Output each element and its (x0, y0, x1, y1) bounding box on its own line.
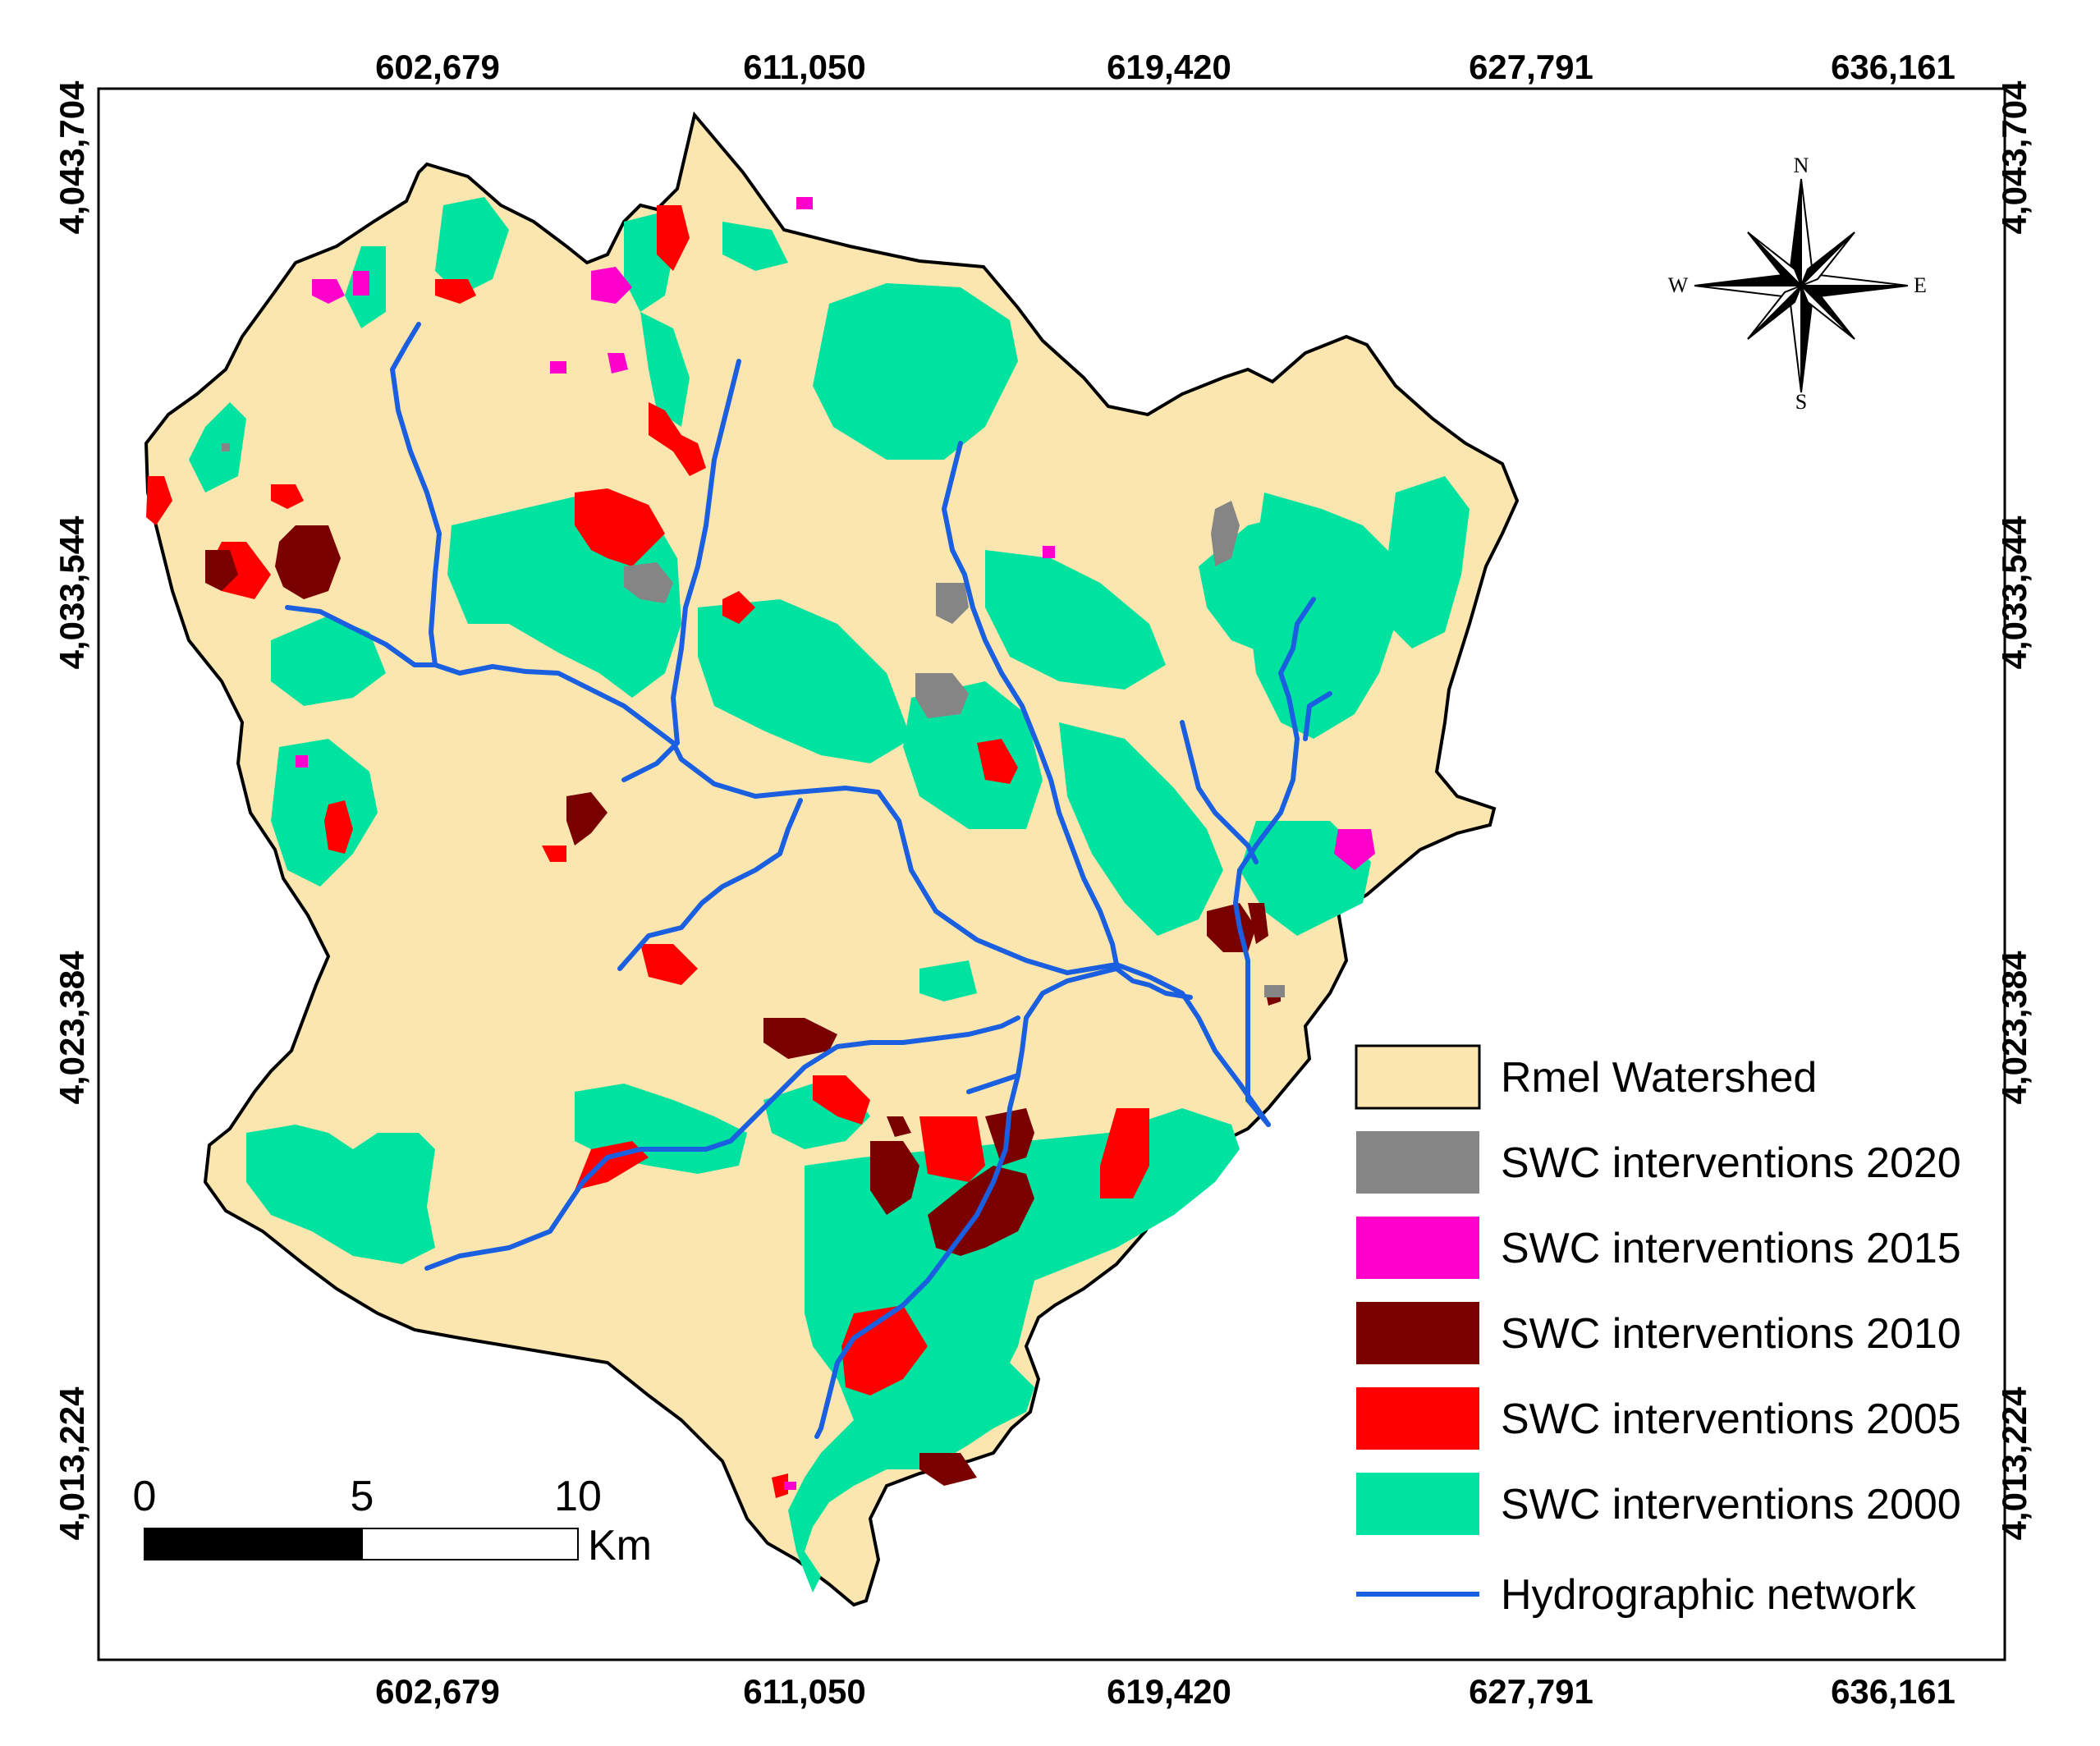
x-tick-bottom: 636,161 (1831, 1672, 1956, 1711)
x-tick-top: 627,791 (1469, 48, 1593, 86)
x-axis-top: 602,679 611,050 619,420 627,791 636,161 (375, 48, 1956, 86)
compass-west: W (1668, 273, 1689, 297)
legend-label: SWC interventions 2015 (1501, 1225, 1961, 1272)
y-tick-left: 4,033,544 (53, 516, 91, 669)
legend-item: SWC interventions 2020 (1356, 1131, 1961, 1194)
compass-rose-icon: N S E W (1668, 154, 1927, 414)
x-tick-top: 602,679 (375, 48, 500, 86)
legend-swatch-2000 (1356, 1473, 1479, 1535)
swc-2010-layer (205, 525, 1281, 1486)
legend-label: SWC interventions 2010 (1501, 1310, 1961, 1358)
y-tick-left: 4,023,384 (53, 951, 91, 1104)
legend-label: SWC interventions 2000 (1501, 1481, 1961, 1528)
legend-item: SWC interventions 2010 (1356, 1302, 1961, 1364)
x-tick-bottom: 611,050 (743, 1672, 866, 1711)
x-tick-bottom: 627,791 (1469, 1672, 1593, 1711)
y-tick-left: 4,043,704 (53, 80, 91, 234)
scale-label-5: 5 (351, 1473, 374, 1520)
legend-item: SWC interventions 2000 (1356, 1473, 1961, 1535)
y-tick-right: 4,023,384 (1995, 951, 2034, 1104)
swc-2020-layer (222, 443, 1285, 997)
x-tick-bottom: 602,679 (375, 1672, 500, 1711)
legend-label: SWC interventions 2005 (1501, 1395, 1961, 1443)
legend-swatch-2005 (1356, 1387, 1479, 1450)
swc-2000-layer (189, 197, 1470, 1592)
legend-item: Hydrographic network (1356, 1571, 1917, 1619)
legend-item: SWC interventions 2005 (1356, 1387, 1961, 1450)
rmel-watershed (144, 111, 1520, 1607)
y-tick-right: 4,043,704 (1995, 80, 2034, 234)
x-tick-top: 636,161 (1831, 48, 1956, 86)
y-axis-left: 4,043,704 4,033,544 4,023,384 4,013,224 (53, 80, 91, 1540)
scale-unit: Km (588, 1522, 652, 1570)
legend-label: Rmel Watershed (1501, 1054, 1817, 1102)
legend-item: Rmel Watershed (1355, 1044, 1817, 1110)
y-tick-left: 4,013,224 (53, 1386, 91, 1540)
legend-label: Hydrographic network (1501, 1571, 1917, 1619)
y-tick-right: 4,033,544 (1995, 516, 2034, 669)
swc-2015-layer (296, 197, 1375, 1490)
hydrographic-network (285, 322, 1332, 1439)
legend-swatch-watershed (1355, 1044, 1481, 1110)
x-tick-bottom: 619,420 (1107, 1672, 1231, 1711)
scale-label-10: 10 (554, 1473, 602, 1520)
compass-south: S (1795, 390, 1807, 414)
scale-bar: 0 5 10 Km (133, 1473, 652, 1570)
x-tick-top: 619,420 (1107, 48, 1231, 86)
compass-north: N (1794, 154, 1809, 177)
legend-swatch-2010 (1356, 1302, 1479, 1364)
legend-item: SWC interventions 2015 (1356, 1217, 1961, 1279)
scale-bar-white (361, 1528, 579, 1560)
legend-swatch-2015 (1356, 1217, 1479, 1279)
scale-label-0: 0 (133, 1473, 157, 1520)
scale-bar-black (144, 1528, 363, 1560)
legend-swatch-2020 (1356, 1131, 1479, 1194)
swc-2005-layer (146, 205, 1149, 1498)
y-axis-right: 4,043,704 4,033,544 4,023,384 4,013,224 (1995, 80, 2034, 1540)
legend-label: SWC interventions 2020 (1501, 1139, 1961, 1187)
legend: Rmel Watershed SWC interventions 2020 SW… (1355, 1044, 1961, 1619)
compass-east: E (1914, 273, 1927, 297)
x-tick-top: 611,050 (743, 48, 866, 86)
x-axis-bottom: 602,679 611,050 619,420 627,791 636,161 (375, 1672, 1956, 1711)
y-tick-right: 4,013,224 (1995, 1386, 2034, 1540)
